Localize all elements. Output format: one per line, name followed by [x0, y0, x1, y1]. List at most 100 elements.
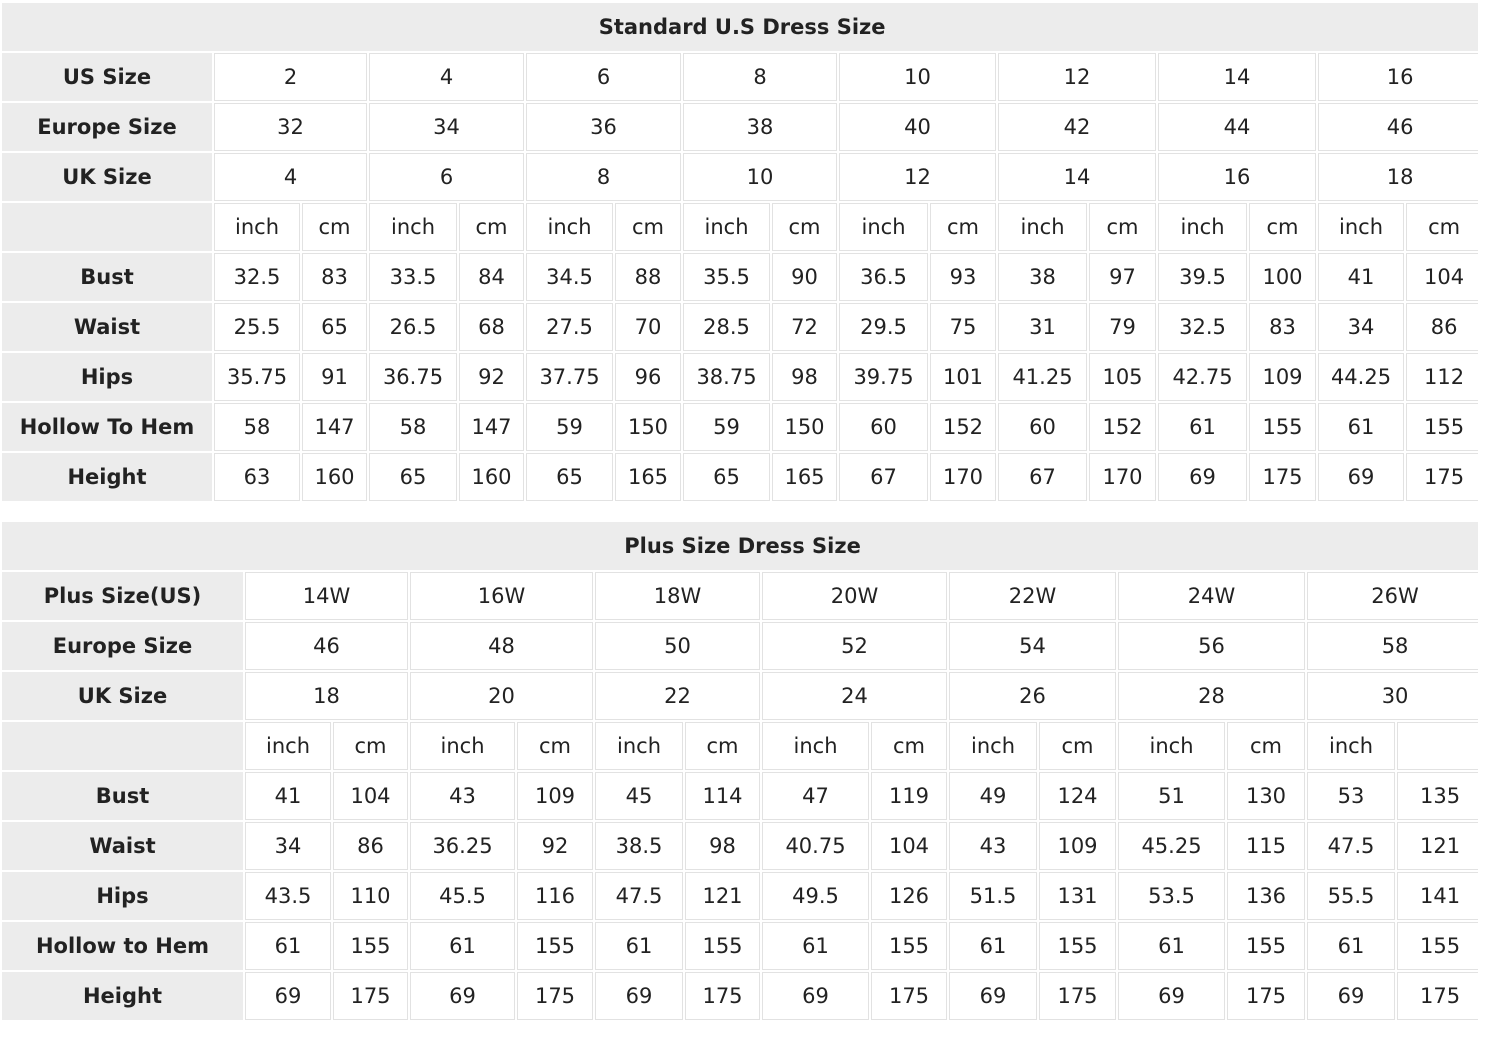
measure-cell: 84 [459, 253, 524, 301]
measure-cell: 25.5 [214, 303, 300, 351]
measure-row: Hollow to Hem 61 155 61 155 61 155 61 155 61 155 61… [2, 922, 1478, 970]
size-row: UK Size 18 20 22 24 26 28 30 [2, 672, 1478, 720]
measure-cell: 175 [333, 972, 408, 1020]
measure-cell: 61 [762, 922, 869, 970]
measure-cell: 101 [930, 353, 996, 401]
size-row: US Size 2 4 6 8 10 12 14 16 [2, 53, 1478, 101]
measure-row: Hips 35.75 91 36.75 92 37.75 96 38.75 98 39.75 101… [2, 353, 1478, 401]
size-cell: 16W [410, 572, 593, 620]
size-cell: 28 [1118, 672, 1305, 720]
measure-cell: 114 [685, 772, 760, 820]
size-cell: 24 [762, 672, 947, 720]
unit-cell: inch [1118, 722, 1225, 770]
measure-cell: 34 [1318, 303, 1404, 351]
row-label: Waist [2, 303, 212, 351]
size-cell: 4 [214, 153, 367, 201]
measure-cell: 83 [1249, 303, 1316, 351]
measure-cell: 26.5 [369, 303, 457, 351]
measure-cell: 68 [459, 303, 524, 351]
measure-cell: 109 [517, 772, 593, 820]
size-row: Plus Size(US) 14W 16W 18W 20W 22W 24W 26W [2, 572, 1478, 620]
unit-cell: inch [214, 203, 300, 251]
measure-cell: 67 [998, 453, 1087, 501]
measure-cell: 49 [949, 772, 1037, 820]
size-cell: 14 [1158, 53, 1316, 101]
row-label: Bust [2, 253, 212, 301]
measure-cell: 175 [1249, 453, 1316, 501]
measure-cell: 92 [517, 822, 593, 870]
measure-cell: 160 [459, 453, 524, 501]
measure-cell: 61 [1307, 922, 1395, 970]
measure-cell: 155 [1397, 922, 1478, 970]
empty-cell [1397, 722, 1478, 770]
measure-cell: 34.5 [526, 253, 613, 301]
measure-cell: 69 [1318, 453, 1404, 501]
measure-cell: 41.25 [998, 353, 1087, 401]
measure-cell: 155 [685, 922, 760, 970]
unit-cell: cm [1249, 203, 1316, 251]
measure-cell: 33.5 [369, 253, 457, 301]
measure-cell: 121 [1397, 822, 1478, 870]
measure-cell: 124 [1039, 772, 1116, 820]
row-label: Europe Size [2, 622, 243, 670]
measure-cell: 61 [410, 922, 515, 970]
size-cell: 6 [526, 53, 681, 101]
measure-row: Hollow To Hem 58 147 58 147 59 150 59 150 60 152 60… [2, 403, 1478, 451]
measure-cell: 63 [214, 453, 300, 501]
measure-cell: 147 [459, 403, 524, 451]
measure-cell: 45.5 [410, 872, 515, 920]
size-cell: 44 [1158, 103, 1316, 151]
size-cell: 14W [245, 572, 408, 620]
unit-cell: cm [459, 203, 524, 251]
measure-cell: 53.5 [1118, 872, 1225, 920]
size-cell: 48 [410, 622, 593, 670]
size-cell: 18W [595, 572, 760, 620]
measure-cell: 155 [1406, 403, 1478, 451]
measure-cell: 91 [302, 353, 367, 401]
measure-cell: 69 [762, 972, 869, 1020]
measure-cell: 175 [1397, 972, 1478, 1020]
row-label: Hollow to Hem [2, 922, 243, 970]
measure-cell: 65 [369, 453, 457, 501]
size-cell: 22 [595, 672, 760, 720]
unit-cell: inch [998, 203, 1087, 251]
measure-cell: 31 [998, 303, 1087, 351]
measure-cell: 104 [1406, 253, 1478, 301]
measure-cell: 65 [683, 453, 770, 501]
measure-row: Bust 41 104 43 109 45 114 47 119 49 124 51 130 53 135 [2, 772, 1478, 820]
measure-cell: 69 [410, 972, 515, 1020]
measure-cell: 155 [1227, 922, 1305, 970]
measure-cell: 83 [302, 253, 367, 301]
unit-cell: inch [762, 722, 869, 770]
size-cell: 20 [410, 672, 593, 720]
measure-cell: 32.5 [214, 253, 300, 301]
unit-row: inch cm inch cm inch cm inch cm inch cm inch cm inch… [2, 203, 1478, 251]
measure-cell: 38.75 [683, 353, 770, 401]
size-cell: 18 [1318, 153, 1478, 201]
measure-cell: 136 [1227, 872, 1305, 920]
size-cell: 2 [214, 53, 367, 101]
unit-cell: inch [526, 203, 613, 251]
measure-cell: 45.25 [1118, 822, 1225, 870]
measure-cell: 152 [930, 403, 996, 451]
measure-cell: 47.5 [595, 872, 683, 920]
measure-cell: 90 [772, 253, 837, 301]
empty-cell [2, 203, 212, 251]
title-row: Plus Size Dress Size [2, 522, 1478, 570]
measure-cell: 28.5 [683, 303, 770, 351]
measure-cell: 41 [1318, 253, 1404, 301]
measure-cell: 155 [871, 922, 947, 970]
measure-cell: 51.5 [949, 872, 1037, 920]
measure-cell: 61 [1118, 922, 1225, 970]
unit-cell: cm [772, 203, 837, 251]
measure-cell: 70 [615, 303, 681, 351]
measure-cell: 38.5 [595, 822, 683, 870]
unit-cell: cm [871, 722, 947, 770]
size-cell: 22W [949, 572, 1116, 620]
unit-cell: inch [839, 203, 928, 251]
size-cell: 42 [998, 103, 1156, 151]
empty-cell [2, 722, 243, 770]
measure-cell: 110 [333, 872, 408, 920]
measure-cell: 35.75 [214, 353, 300, 401]
